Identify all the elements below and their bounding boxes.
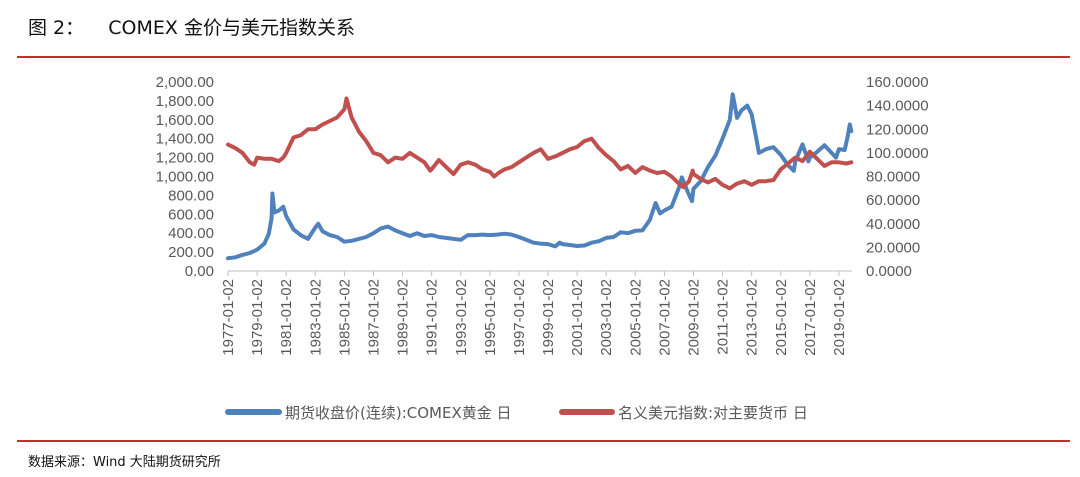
x-tick-label: 1999-01-02 [540,279,557,356]
left-tick-label: 0.00 [185,263,214,280]
x-tick-label: 1991-01-02 [424,279,441,356]
chart: 0.00 200.00 400.00 600.00 800.001,000.00 1,20… [156,74,929,422]
x-tick-label: 1977-01-02 [220,279,237,356]
dollar-index-line [226,96,854,191]
x-tick-label: 2011-01-02 [715,279,732,355]
x-tick-label: 2013-01-02 [744,279,761,356]
right-tick-label: 60.0000 [866,192,920,209]
x-tick-label: 1995-01-02 [482,279,499,356]
legend-dollar-label: 名义美元指数:对主要货币 日 [618,404,808,422]
x-tick-label: 2003-01-02 [598,279,615,356]
right-tick-label: 100.0000 [866,145,929,162]
x-tick-label: 2005-01-02 [627,279,644,356]
figure-title: 图 2： COMEX 金价与美元指数关系 [28,17,355,39]
left-tick-label: 1,600.00 [156,112,214,129]
right-tick-label: 80.0000 [866,169,920,186]
x-tick-label: 2019-01-02 [831,279,848,356]
right-axis-ticks: 0.0000 20.0000 40.0000 60.0000 80.0000 100.00… [866,74,929,280]
top-divider [17,56,1070,58]
gold-price-line [226,92,854,261]
data-source-note: 数据来源：Wind 大陆期货研究所 [28,455,221,470]
right-tick-label: 140.0000 [866,98,929,115]
left-tick-label: 1,400.00 [156,131,214,148]
x-tick-label: 2007-01-02 [656,279,673,356]
left-tick-label: 1,800.00 [156,93,214,110]
series-lines [226,92,854,261]
x-tick-label: 1987-01-02 [365,279,382,356]
x-tick-label: 1985-01-02 [336,279,353,356]
legend: 期货收盘价(连续):COMEX黄金 日 名义美元指数:对主要货币 日 [225,404,808,422]
right-tick-label: 40.0000 [866,216,920,233]
left-tick-label: 1,000.00 [156,169,214,186]
right-tick-label: 20.0000 [866,239,920,256]
x-tick-label: 1989-01-02 [395,279,412,356]
left-tick-label: 200.00 [168,244,214,261]
left-tick-label: 1,200.00 [156,150,214,167]
left-tick-label: 600.00 [168,206,214,223]
left-axis-ticks: 0.00 200.00 400.00 600.00 800.001,000.00 1,20… [156,74,214,280]
bottom-divider [17,440,1070,442]
x-tick-label: 1979-01-02 [249,279,266,356]
axes: 0.00 200.00 400.00 600.00 800.001,000.00 1,20… [156,74,929,356]
x-axis-ticks: 1977-01-02 1979-01-02 1981-01-02 1983-01-02… [220,271,848,356]
x-tick-label: 1997-01-02 [511,279,528,356]
left-tick-label: 800.00 [168,187,214,204]
x-tick-label: 1993-01-02 [453,279,470,356]
right-tick-label: 0.0000 [866,263,912,280]
x-tick-label: 1981-01-02 [278,279,295,356]
legend-gold-label: 期货收盘价(连续):COMEX黄金 日 [285,404,512,422]
x-tick-label: 1983-01-02 [307,279,324,356]
x-tick-label: 2017-01-02 [802,279,819,356]
right-tick-label: 120.0000 [866,121,929,138]
x-tick-label: 2001-01-02 [569,279,586,356]
right-tick-label: 160.0000 [866,74,929,91]
left-tick-label: 400.00 [168,225,214,242]
x-tick-label: 2009-01-02 [685,279,702,356]
x-tick-label: 2015-01-02 [773,279,790,356]
left-tick-label: 2,000.00 [156,74,214,91]
